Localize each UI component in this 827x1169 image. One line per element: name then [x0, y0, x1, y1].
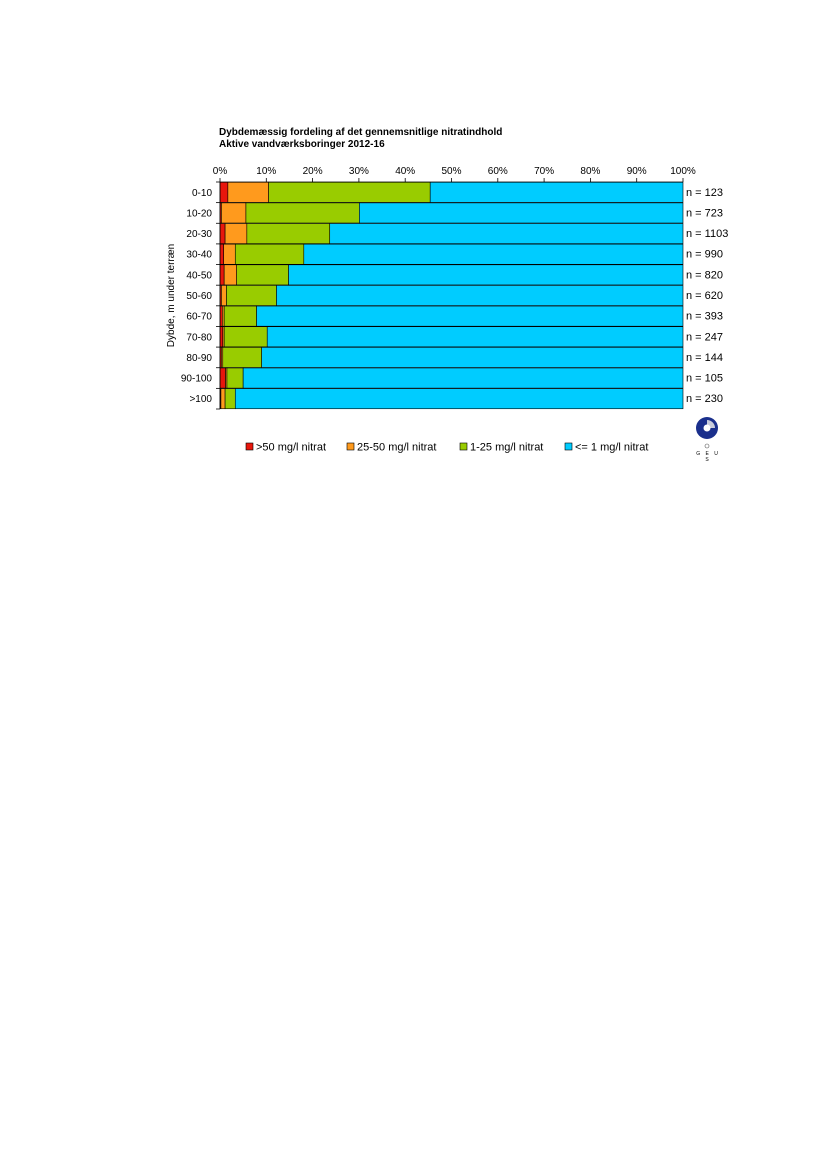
bar-segment — [226, 367, 244, 389]
count-label: n = 820 — [686, 269, 723, 281]
bar-segment — [221, 202, 247, 224]
category-label: 90-100 — [181, 374, 213, 385]
bar-segment — [429, 181, 684, 203]
bar-segment — [266, 326, 684, 348]
bar-segment — [234, 243, 305, 265]
x-tick-label: 60% — [488, 166, 508, 177]
chart-title: Dybdemæssig fordeling af det gennemsnitl… — [219, 127, 503, 138]
legend-label: 25-50 mg/l nitrat — [357, 442, 436, 454]
bar-segment — [222, 347, 262, 368]
bar-segment — [236, 264, 289, 286]
legend-swatch — [564, 442, 573, 451]
x-tick-label: 90% — [627, 166, 647, 177]
count-label: n = 144 — [686, 352, 723, 364]
category-label: 70-80 — [186, 332, 212, 343]
x-tick-label: 30% — [349, 166, 369, 177]
category-label: 80-90 — [186, 353, 212, 364]
legend-swatch — [459, 442, 468, 451]
bar-segment — [276, 285, 684, 306]
y-axis-label: Dybde, m under terræn — [166, 244, 177, 347]
legend-label: <= 1 mg/l nitrat — [575, 442, 648, 454]
count-label: n = 230 — [686, 393, 723, 405]
count-label: n = 990 — [686, 249, 723, 261]
bar-segment — [242, 367, 684, 389]
category-label: 0-10 — [192, 188, 212, 199]
bar-segment — [223, 305, 257, 327]
bar-segment — [219, 223, 226, 244]
bar-segment — [359, 202, 684, 224]
x-tick-label: 20% — [303, 166, 323, 177]
bar-segment — [219, 181, 229, 203]
legend-swatch — [346, 442, 355, 451]
legend-label: >50 mg/l nitrat — [256, 442, 326, 454]
bar-segment — [234, 388, 684, 410]
x-tick-label: 50% — [441, 166, 461, 177]
bar-segment — [329, 223, 684, 244]
bar-segment — [220, 388, 226, 410]
x-tick-label: 10% — [256, 166, 276, 177]
x-tick-label: 70% — [534, 166, 554, 177]
count-label: n = 393 — [686, 311, 723, 323]
bar-segment — [227, 181, 269, 203]
bar-segment — [245, 202, 360, 224]
bar-segment — [219, 243, 225, 265]
bar-segment — [219, 367, 226, 389]
bar-segment — [221, 285, 227, 306]
category-label: 20-30 — [186, 229, 212, 240]
bar-segment — [246, 223, 331, 244]
count-label: n = 1103 — [686, 228, 728, 240]
x-tick-label: 100% — [670, 166, 696, 177]
bar-segment — [223, 326, 268, 348]
legend-label: 1-25 mg/l nitrat — [470, 442, 543, 454]
count-label: n = 723 — [686, 207, 723, 219]
x-tick-label: 40% — [395, 166, 415, 177]
bar-segment — [224, 223, 248, 244]
bar-segment — [288, 264, 684, 286]
bar-segment — [223, 243, 236, 265]
bar-segment — [303, 243, 684, 265]
category-label: 30-40 — [186, 250, 212, 261]
bar-segment — [261, 347, 684, 368]
category-label: 10-20 — [186, 208, 212, 219]
bar-segment — [256, 305, 684, 327]
category-label: >100 — [189, 394, 212, 405]
category-label: 40-50 — [186, 270, 212, 281]
bar-segment — [219, 264, 225, 286]
geus-logo-text: G E U S — [696, 451, 720, 463]
bar-segment — [219, 326, 224, 348]
legend-swatch — [245, 442, 254, 451]
chart-subtitle: Aktive vandværksboringer 2012-16 — [219, 139, 385, 150]
count-label: n = 123 — [686, 187, 723, 199]
bar-segment — [223, 264, 237, 286]
geus-logo-icon — [696, 417, 718, 449]
x-tick-label: 80% — [580, 166, 600, 177]
count-label: n = 105 — [686, 373, 723, 385]
bar-segment — [226, 285, 277, 306]
bar-segment — [268, 181, 431, 203]
x-tick-label: 0% — [213, 166, 228, 177]
geus-logo: G E U S — [693, 415, 723, 463]
category-label: 60-70 — [186, 312, 212, 323]
bar-segment — [224, 388, 236, 410]
count-label: n = 620 — [686, 290, 723, 302]
category-label: 50-60 — [186, 291, 212, 302]
count-label: n = 247 — [686, 331, 723, 343]
